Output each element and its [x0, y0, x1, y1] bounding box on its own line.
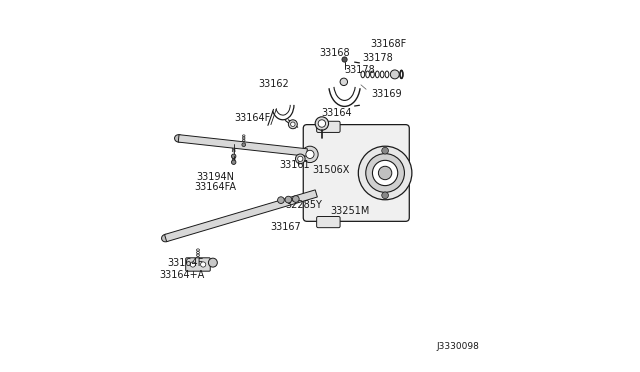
Circle shape [291, 122, 295, 126]
Circle shape [358, 146, 412, 200]
Circle shape [209, 258, 218, 267]
Circle shape [342, 57, 347, 62]
Ellipse shape [400, 70, 403, 78]
Text: 33162: 33162 [259, 80, 289, 89]
Text: 33178: 33178 [363, 53, 394, 62]
Circle shape [390, 70, 399, 79]
Circle shape [378, 166, 392, 180]
FancyBboxPatch shape [317, 121, 340, 132]
Circle shape [232, 154, 236, 158]
Circle shape [292, 196, 299, 202]
Text: 33161: 33161 [280, 160, 310, 170]
Text: 32285Y: 32285Y [285, 200, 322, 209]
Circle shape [381, 192, 388, 199]
Text: J3330098: J3330098 [436, 342, 479, 351]
Circle shape [372, 160, 397, 186]
Circle shape [278, 197, 284, 203]
Text: 31506X: 31506X [312, 166, 349, 175]
Circle shape [365, 154, 404, 192]
Circle shape [190, 262, 195, 267]
Text: 33164FA: 33164FA [194, 182, 236, 192]
Text: 33164F: 33164F [167, 258, 204, 268]
Text: 33164: 33164 [321, 108, 352, 118]
Circle shape [296, 154, 305, 164]
Text: 33194N: 33194N [196, 172, 234, 182]
Circle shape [242, 143, 246, 147]
Circle shape [381, 147, 388, 154]
Text: 33251M: 33251M [330, 206, 370, 216]
FancyBboxPatch shape [186, 258, 211, 271]
FancyBboxPatch shape [303, 125, 410, 221]
Ellipse shape [401, 72, 402, 77]
Circle shape [318, 120, 326, 127]
Circle shape [306, 150, 314, 158]
Text: 33178: 33178 [344, 65, 375, 75]
Text: 33169: 33169 [372, 89, 403, 99]
Circle shape [315, 117, 328, 130]
Circle shape [298, 156, 303, 161]
FancyBboxPatch shape [317, 217, 340, 228]
Ellipse shape [175, 135, 183, 142]
Circle shape [340, 78, 348, 86]
Text: 33168: 33168 [319, 48, 349, 58]
Circle shape [232, 160, 236, 164]
Text: 33168F: 33168F [371, 39, 406, 49]
Text: 33164+A: 33164+A [159, 270, 204, 279]
Circle shape [289, 120, 298, 129]
Circle shape [285, 196, 292, 203]
Text: 33167: 33167 [271, 222, 301, 232]
Polygon shape [164, 190, 317, 242]
Ellipse shape [161, 234, 170, 242]
Text: 33164F: 33164F [234, 113, 271, 123]
Circle shape [200, 262, 206, 267]
Polygon shape [178, 135, 307, 156]
Circle shape [302, 146, 318, 163]
